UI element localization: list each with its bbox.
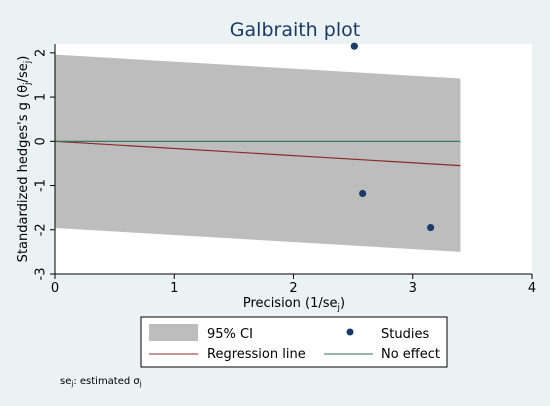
study-point-2 (359, 189, 367, 198)
footnote-mid: : estimated σ (73, 376, 140, 387)
y-tick-label-neg2: -2 (34, 223, 49, 236)
legend-noeffect-label: No effect (381, 347, 440, 362)
y-axis-label: Standardized hedges's g (θj/sej) (16, 56, 33, 263)
study-point-1 (350, 42, 358, 50)
y-axis-label-main: Standardized hedges's g (θ (16, 85, 31, 262)
x-tick-label-3: 3 (409, 281, 417, 296)
y-tick-label-2: 2 (34, 49, 49, 57)
legend-ci-label: 95% CI (207, 327, 253, 342)
y-tick-label-neg3: -3 (34, 268, 49, 281)
x-axis-label-end: ) (340, 296, 345, 311)
y-ticks: -3 -2 -1 0 1 2 (34, 49, 55, 281)
legend-regression-label: Regression line (207, 347, 306, 362)
x-axis-label-sub: j (337, 303, 341, 313)
legend-studies-marker (346, 328, 354, 336)
footnote-se-sub: j (70, 380, 73, 388)
study-point-3 (427, 223, 435, 232)
x-tick-label-1: 1 (170, 281, 178, 296)
x-axis-label-main: Precision (1/se (243, 296, 338, 311)
y-axis-label-sub1: j (23, 82, 33, 86)
lines-layer (54, 140, 461, 167)
legend-studies-label: Studies (381, 327, 429, 342)
x-tick-label-2: 2 (289, 281, 297, 296)
legend: 95% CI Studies Regression line No effect (140, 316, 448, 368)
legend-ci-swatch (149, 324, 198, 341)
y-tick-label-1: 1 (34, 93, 49, 101)
y-tick-label-0: 0 (34, 137, 49, 145)
x-axis-label: Precision (1/sej) (243, 296, 345, 313)
footnote: sej: estimated σj (60, 376, 142, 388)
y-axis-label-end: ) (16, 56, 31, 61)
y-tick-label-neg1: -1 (34, 179, 49, 192)
y-axis-label-sub2: j (23, 61, 33, 65)
footnote-se: se (60, 376, 71, 387)
series-line-regression-line (54, 140, 461, 167)
y-axis-label-mid: /se (16, 63, 31, 82)
x-tick-label-0: 0 (51, 281, 59, 296)
points-layer (350, 42, 435, 232)
x-ticks: 0 1 2 3 4 (51, 274, 536, 296)
chart-title: Galbraith plot (230, 19, 360, 41)
x-tick-label-4: 4 (528, 281, 536, 296)
footnote-sigma-sub: j (139, 380, 142, 388)
